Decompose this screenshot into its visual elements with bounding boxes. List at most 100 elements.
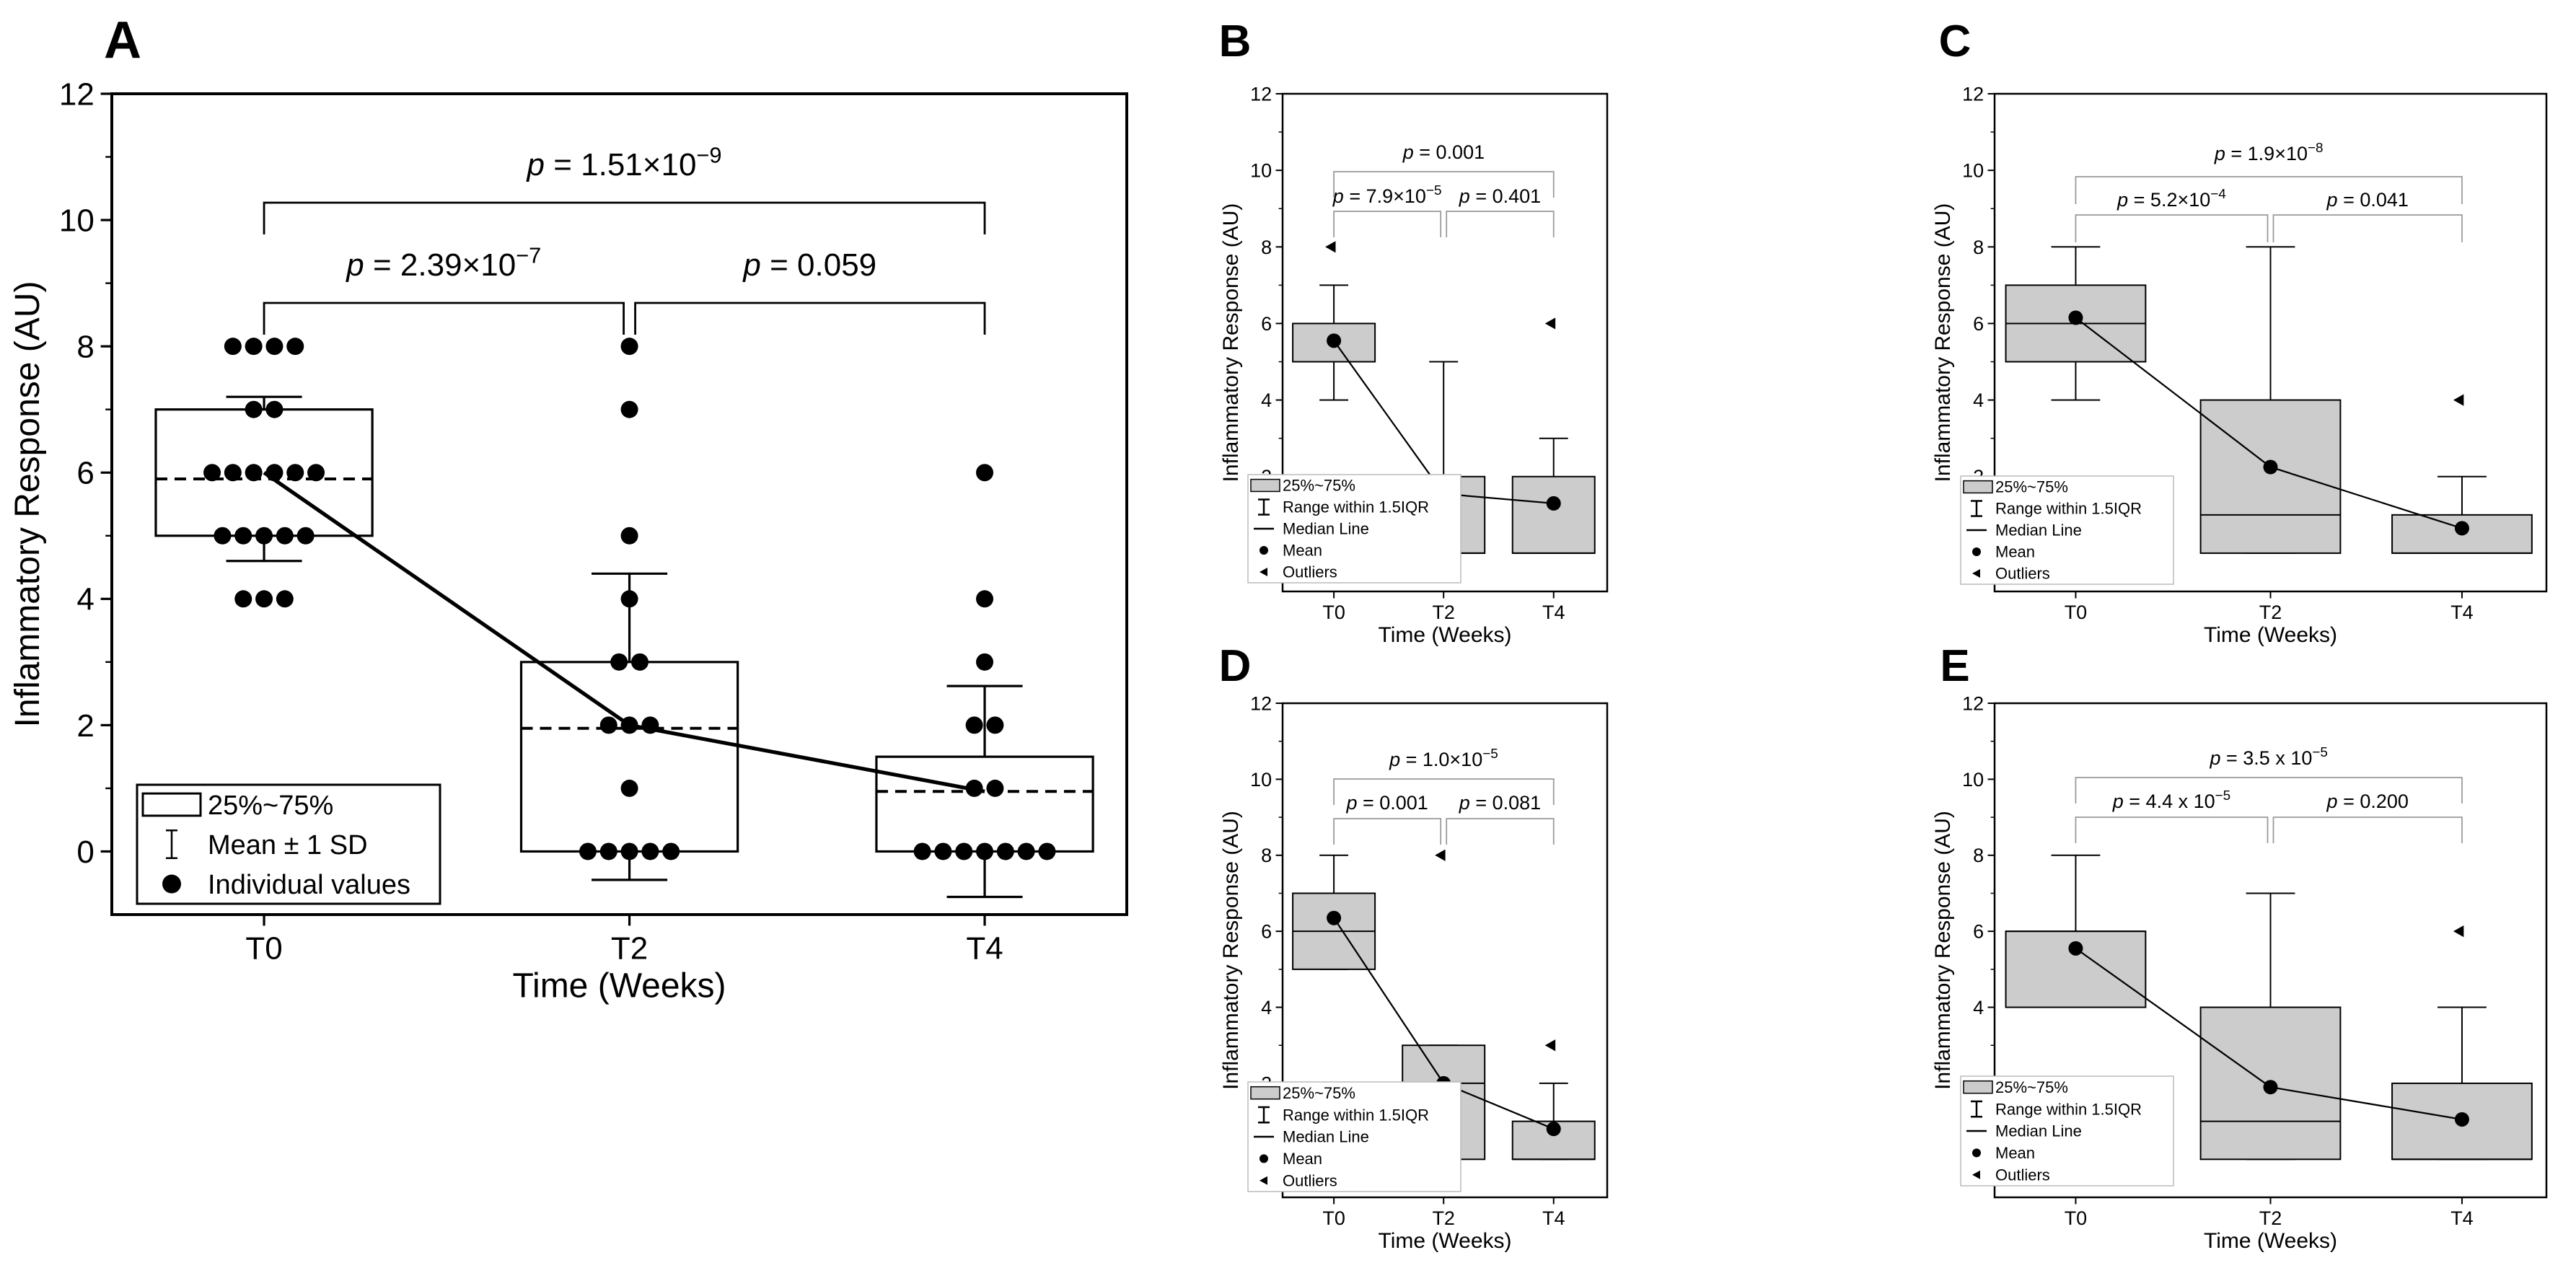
p-value-label: p = 1.0×10−5	[1389, 747, 1498, 770]
data-point	[913, 842, 931, 860]
y-tick-label: 4	[1973, 997, 1984, 1018]
data-point	[955, 842, 973, 860]
y-tick-label: 0	[76, 835, 94, 870]
p-symbol: p	[1345, 792, 1357, 814]
data-point	[276, 590, 294, 608]
data-point	[620, 842, 638, 860]
data-point	[620, 779, 638, 797]
x-tick-label: T4	[966, 931, 1003, 967]
x-tick-label: T2	[2259, 1207, 2282, 1229]
data-point	[996, 842, 1014, 860]
p-value: = 0.081	[1470, 792, 1541, 814]
data-point	[620, 338, 638, 356]
p-symbol: p	[2214, 143, 2225, 164]
bracket	[1333, 211, 1442, 237]
data-point	[276, 527, 294, 545]
data-point	[1038, 842, 1056, 860]
panel-label: E	[1940, 641, 1969, 691]
p-value: = 0.001	[1357, 792, 1428, 814]
mean-marker	[2068, 941, 2083, 956]
legend-label: 25%~75%	[1995, 1078, 2068, 1096]
bracket	[1333, 818, 1442, 845]
bracket	[263, 201, 986, 234]
p-value-label: p = 0.081	[1459, 792, 1541, 814]
bracket	[1333, 171, 1555, 198]
y-tick-label: 10	[1250, 769, 1272, 791]
bracket	[1446, 818, 1555, 845]
legend-label: Median Line	[1283, 520, 1369, 538]
data-point	[599, 842, 617, 860]
y-tick-label: 8	[76, 330, 94, 365]
significance-brackets: p = 0.001 p = 0.081 p = 1.0×10−5	[1333, 747, 1555, 845]
y-axis-label: Inflammatory Response (AU)	[1931, 811, 1955, 1090]
legend: 25%~75% Range within 1.5IQR Median Line Mea…	[1247, 474, 1461, 584]
bracket	[2075, 816, 2269, 843]
panel-d: D024681012Inflammatory Response (AU)T0T2…	[1219, 641, 1609, 1253]
legend-frame	[1960, 475, 2174, 585]
outlier-marker	[1544, 317, 1556, 330]
p-value: = 2.39×10	[364, 247, 516, 283]
x-tick-label: T4	[2450, 602, 2474, 623]
p-value-label: p = 0.401	[1459, 185, 1541, 207]
data-point	[245, 400, 263, 418]
bracket	[1333, 778, 1555, 805]
mean-marker	[2263, 459, 2278, 475]
data-point	[265, 400, 283, 418]
p-exponent: −5	[1482, 747, 1498, 762]
legend-label: Range within 1.5IQR	[1995, 1100, 2142, 1118]
data-point	[610, 653, 628, 671]
legend-box-swatch	[1250, 1086, 1280, 1100]
individual-points	[203, 338, 1056, 860]
y-tick-label: 12	[59, 76, 94, 112]
legend-label: Range within 1.5IQR	[1283, 498, 1429, 516]
legend: 25%~75% Range within 1.5IQR Median Line Mea…	[1960, 475, 2174, 585]
bracket	[2075, 214, 2269, 242]
p-symbol: p	[2209, 747, 2220, 769]
outlier-marker	[1325, 241, 1336, 253]
data-point	[265, 338, 283, 356]
legend-label: Mean	[1995, 1144, 2035, 1162]
bracket	[634, 301, 986, 335]
legend-mean-swatch	[1972, 547, 1981, 556]
y-axis-label: Inflammatory Response (AU)	[1219, 203, 1243, 483]
panel-c: C024681012Inflammatory Response (AU)T0T2…	[1931, 17, 2548, 647]
y-tick-label: 4	[1973, 389, 1984, 411]
data-point	[986, 716, 1004, 734]
y-axis-label: Inflammatory Response (AU)	[9, 281, 47, 728]
p-value-label: p = 4.4 x 10−5	[2112, 788, 2230, 812]
legend-label: Median Line	[1283, 1128, 1369, 1146]
panel-label: A	[104, 12, 141, 69]
x-tick-label: T0	[1322, 1207, 1345, 1229]
p-value: = 1.51×10	[545, 147, 696, 182]
p-exponent: −5	[2215, 788, 2231, 804]
p-value-label: p = 3.5 x 10−5	[2209, 745, 2327, 769]
p-value: = 5.2×10	[2128, 189, 2210, 211]
x-tick-label: T0	[2065, 602, 2088, 623]
legend: 25%~75% Range within 1.5IQR Median Line Mea…	[1247, 1081, 1461, 1192]
x-axis-label: Time (Weeks)	[1378, 1229, 1511, 1253]
mean-marker	[2068, 310, 2083, 325]
x-tick-label: T0	[245, 931, 282, 967]
bracket	[2272, 816, 2463, 843]
data-point	[214, 527, 232, 545]
outlier-marker	[1435, 849, 1446, 861]
mean-marker	[1327, 333, 1342, 348]
p-value-label: p = 5.2×10−4	[2116, 187, 2226, 211]
p-symbol: p	[2116, 189, 2128, 211]
legend-outlier-swatch	[1972, 1170, 1980, 1179]
y-tick-label: 10	[1250, 160, 1272, 182]
p-value-label: p = 2.39×10−7	[345, 242, 541, 283]
p-value-label: p = 0.001	[1402, 141, 1485, 163]
legend-mean-swatch	[1972, 1148, 1981, 1158]
p-symbol: p	[2326, 189, 2338, 211]
x-tick-label: T2	[2259, 602, 2282, 623]
p-symbol: p	[742, 247, 760, 283]
y-tick-label: 4	[1261, 389, 1272, 411]
legend-label: Median Line	[1995, 521, 2082, 540]
p-value: = 7.9×10	[1344, 185, 1426, 207]
